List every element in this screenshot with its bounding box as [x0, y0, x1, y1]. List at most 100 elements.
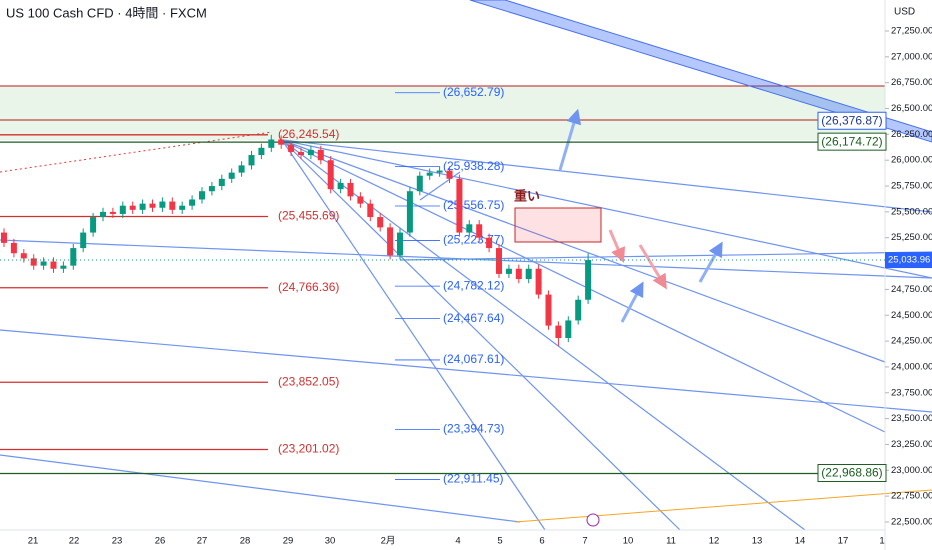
- y-tick-label: 25,750.00: [891, 181, 932, 192]
- candle-body: [100, 211, 106, 218]
- candle-body: [90, 217, 97, 233]
- level-label: (24,766.36): [278, 280, 339, 294]
- y-tick-label: 26,750.00: [891, 77, 932, 88]
- x-tick-label: 22: [69, 536, 80, 547]
- level-label: (26,652.79): [443, 85, 504, 99]
- x-tick-label: 23: [112, 536, 123, 547]
- candle-body: [466, 224, 473, 233]
- x-tick-label: 4: [455, 536, 460, 547]
- y-tick-label: 27,250.00: [891, 26, 932, 37]
- candle-body: [1, 232, 7, 243]
- level-label: (24,067.61): [443, 352, 504, 366]
- candle-body: [80, 232, 87, 249]
- candle-body: [525, 268, 532, 280]
- candle-body: [169, 201, 176, 210]
- x-tick-label: 11: [666, 536, 676, 547]
- level-label: (26,174.72): [821, 134, 882, 148]
- y-tick-label: 26,250.00: [891, 129, 932, 140]
- resistance-box: [514, 207, 602, 243]
- last-price-box: [885, 252, 932, 269]
- level-label: (22,911.45): [443, 472, 504, 486]
- candle-body: [119, 205, 126, 214]
- candle-body: [20, 253, 27, 259]
- candle-body: [208, 186, 215, 192]
- candle-body: [357, 196, 364, 204]
- level-label: (25,938.28): [443, 159, 504, 173]
- candle-body: [337, 182, 344, 190]
- orange-line: [514, 489, 932, 523]
- candle-body: [476, 224, 483, 238]
- y-tick-label: 25,250.00: [891, 232, 932, 243]
- candle-body: [317, 149, 324, 161]
- level-label: (22,968.86): [821, 466, 882, 480]
- level-label: (23,201.02): [278, 442, 339, 456]
- candle-body: [585, 260, 592, 300]
- channel: [469, 0, 932, 143]
- candle-body: [505, 268, 512, 274]
- candle-body: [159, 201, 166, 208]
- y-tick-label: 23,750.00: [891, 387, 932, 398]
- chart-title: US 100 Cash CFD · 4時間 · FXCM: [6, 5, 207, 20]
- x-tick-label: 10: [623, 536, 634, 547]
- x-tick-label: 1: [879, 536, 884, 547]
- x-tick-label: 28: [240, 536, 251, 547]
- candle-body: [248, 155, 255, 166]
- candle-body: [258, 147, 265, 156]
- candle-body: [545, 294, 552, 326]
- candle-body: [496, 248, 502, 274]
- candle-body: [515, 268, 522, 280]
- y-tick-label: 27,000.00: [891, 51, 932, 62]
- candle-body: [129, 205, 136, 210]
- level-label: (25,556.75): [443, 198, 504, 212]
- candle-body: [60, 265, 67, 269]
- y-tick-label: 26,500.00: [891, 103, 932, 114]
- candle-body: [149, 203, 156, 208]
- level-label: (25,223.77): [443, 233, 504, 247]
- candle-body: [278, 139, 285, 145]
- candle-body: [10, 242, 17, 254]
- y-tick-label: 24,250.00: [891, 336, 932, 347]
- x-tick-label: 13: [752, 536, 763, 547]
- candle-body: [268, 139, 275, 148]
- y-tick-label: 23,500.00: [891, 413, 932, 424]
- candle-body: [228, 172, 235, 179]
- x-tick-label: 7: [582, 536, 587, 547]
- candle-body: [30, 258, 37, 266]
- y-tick-label: 24,000.00: [891, 361, 932, 372]
- candle-body: [406, 191, 413, 233]
- y-tick-label: 22,500.00: [891, 516, 932, 527]
- last-price-label: 25,033.96: [888, 255, 930, 266]
- level-label: (24,467.64): [443, 311, 504, 325]
- candle-body: [575, 299, 582, 321]
- channel-label: (26,376.87): [821, 113, 882, 127]
- level-label: (23,852.05): [278, 374, 339, 388]
- label-box: [817, 111, 887, 130]
- level-label: (23,394.73): [443, 422, 504, 436]
- event-icon: [586, 513, 600, 527]
- level-label: (24,782.12): [443, 278, 504, 292]
- y-tick-label: 23,250.00: [891, 439, 932, 450]
- candle-body: [555, 325, 562, 338]
- candle-body: [347, 182, 354, 197]
- y-tick-label: 24,500.00: [891, 310, 932, 321]
- fan: [0, 139, 932, 531]
- candle-body: [139, 203, 146, 210]
- candle-body: [109, 211, 116, 214]
- candle-body: [70, 248, 77, 266]
- level-label: (26,245.54): [278, 127, 339, 141]
- candle-body: [189, 199, 196, 206]
- candle-body: [179, 205, 186, 210]
- candle-body: [50, 261, 57, 269]
- candle-body: [387, 227, 394, 256]
- y-tick-label: 22,750.00: [891, 491, 932, 502]
- candle-body: [426, 172, 433, 176]
- candle-body: [367, 203, 374, 218]
- candle-body: [416, 175, 423, 192]
- level-label: (25,455.69): [278, 209, 339, 223]
- arrows: [558, 108, 723, 323]
- candle-body: [486, 237, 493, 249]
- candle-body: [218, 178, 225, 187]
- x-tick-label: 2月: [381, 536, 396, 547]
